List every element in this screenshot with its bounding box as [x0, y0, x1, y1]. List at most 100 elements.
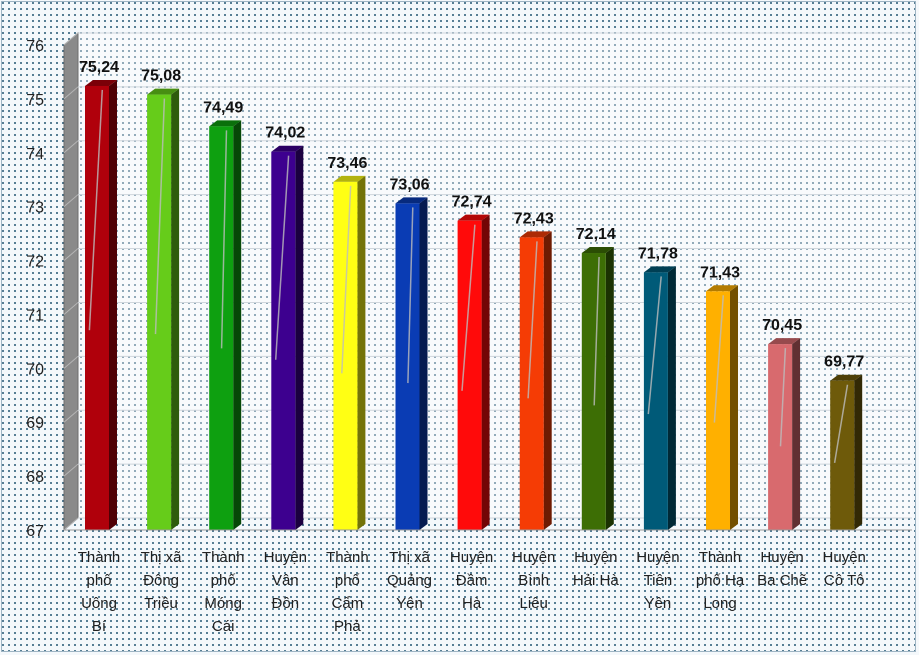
y-tick-label: 71	[26, 307, 44, 324]
bar-side	[295, 145, 304, 530]
x-tick-label-line: Huyện	[574, 549, 617, 566]
data-label: 75,08	[141, 68, 181, 85]
x-tick-label: Thành phố Móng Cái	[202, 549, 245, 635]
x-tick-label-line: Uông	[81, 595, 117, 612]
bar	[830, 380, 855, 530]
bar-highlight	[713, 295, 725, 423]
x-tick-label: Thành phố Cẩm Phả	[326, 549, 369, 635]
y-tick-label: 70	[26, 361, 44, 378]
bar	[768, 344, 793, 530]
bar-highlight	[647, 276, 662, 415]
bar-highlight	[461, 224, 476, 391]
bar	[519, 237, 544, 530]
x-tick-label: Huyện Hải Hà	[573, 549, 620, 589]
bar	[85, 85, 109, 530]
x-tick-label-line: Hải Hà	[573, 572, 620, 589]
x-tick-label-line: Cô Tô	[824, 572, 865, 589]
bar-top	[706, 285, 738, 292]
y-tick-label: 72	[26, 254, 44, 271]
data-label: 72,74	[452, 194, 492, 211]
bar-top	[395, 197, 428, 204]
bar-highlight	[88, 89, 104, 331]
gridline-side	[63, 86, 79, 100]
bar	[209, 126, 234, 530]
bar	[271, 151, 296, 530]
x-tick-label: Huyện Bình Liêu	[512, 549, 555, 612]
side-wall	[63, 31, 79, 532]
bar-side	[109, 79, 117, 530]
x-tick-label: Huyện Tiên Yên	[636, 549, 679, 612]
data-label: 71,78	[638, 245, 678, 262]
x-tick-label-line: phố Hạ	[696, 572, 745, 589]
bar-highlight	[220, 130, 228, 349]
x-tick-label-line: Thị xã	[389, 549, 431, 566]
y-tick-label: 67	[26, 523, 44, 540]
bar	[395, 203, 420, 530]
data-label: 72,43	[514, 210, 554, 227]
bar-top	[147, 88, 180, 95]
x-tick-label-line: Huyện	[823, 549, 866, 566]
bar-highlight	[593, 256, 600, 406]
bar-top	[85, 79, 117, 86]
bar-top	[333, 175, 366, 182]
bar-side	[854, 374, 863, 530]
data-label: 70,45	[762, 317, 802, 334]
bar-highlight	[407, 207, 414, 384]
bar-highlight	[154, 98, 166, 335]
data-label: 73,06	[389, 176, 429, 193]
x-tick-label-line: Hà	[462, 595, 482, 612]
x-tick-label-line: Yên	[645, 595, 672, 612]
bar	[643, 272, 668, 530]
x-tick-label-line: Huyện	[264, 549, 307, 566]
data-label: 75,24	[79, 59, 119, 76]
x-tick-label-line: Thành	[78, 549, 121, 566]
x-tick-label-line: Triều	[144, 595, 178, 612]
bar-top	[209, 120, 242, 127]
x-tick-label-line: Đầm	[456, 572, 488, 589]
x-tick-label-line: phố	[335, 572, 361, 589]
x-tick-label: Huyện Ba Chẽ	[757, 549, 807, 589]
bar	[581, 253, 606, 530]
x-tick-label-line: Huyện	[760, 549, 803, 566]
data-label: 74,49	[203, 99, 243, 116]
x-tick-label-line: Long	[703, 595, 736, 612]
gridline-side	[63, 463, 79, 477]
bar-highlight	[527, 241, 538, 399]
x-tick-label-line: Đồn	[272, 595, 300, 612]
x-tick-label-line: Bí	[92, 618, 107, 635]
bar-highlight	[833, 384, 849, 463]
data-label: 69,77	[824, 354, 864, 371]
bar-top	[643, 266, 676, 273]
bar-top	[830, 374, 863, 381]
gridline-side	[63, 355, 79, 369]
x-tick-label-line: Móng	[204, 595, 242, 612]
bar-highlight	[274, 155, 290, 360]
bar-side	[792, 338, 801, 530]
x-tick-label: Huyện Đầm Hà	[450, 549, 493, 612]
y-tick-label: 74	[26, 146, 44, 163]
bar	[706, 291, 730, 530]
x-tick-label-line: Huyện	[636, 549, 679, 566]
x-tick-label-line: Thành	[202, 549, 245, 566]
y-tick-label: 73	[26, 200, 44, 217]
x-tick-label-line: Huyện	[450, 549, 493, 566]
bar-top	[271, 145, 304, 152]
data-label: 71,43	[700, 264, 740, 281]
bar-top	[457, 214, 490, 221]
gridline-side	[63, 194, 79, 208]
x-tick-label: Thị xã Đông Triều	[141, 549, 183, 612]
data-label: 74,02	[265, 125, 305, 142]
gridline-side	[63, 409, 79, 423]
bar-top	[581, 247, 614, 254]
data-label: 73,46	[327, 155, 367, 172]
bar-side	[667, 266, 676, 530]
x-tick-label: Thành phố Uông Bí	[78, 549, 121, 635]
y-tick-label: 75	[26, 92, 44, 109]
bar-side	[481, 214, 490, 530]
gridline-side	[63, 140, 79, 154]
bar-side	[543, 231, 552, 530]
x-tick-label-line: Ba Chẽ	[757, 572, 807, 589]
bar-side	[605, 247, 614, 530]
x-tick-label-line: Vân	[272, 572, 299, 589]
